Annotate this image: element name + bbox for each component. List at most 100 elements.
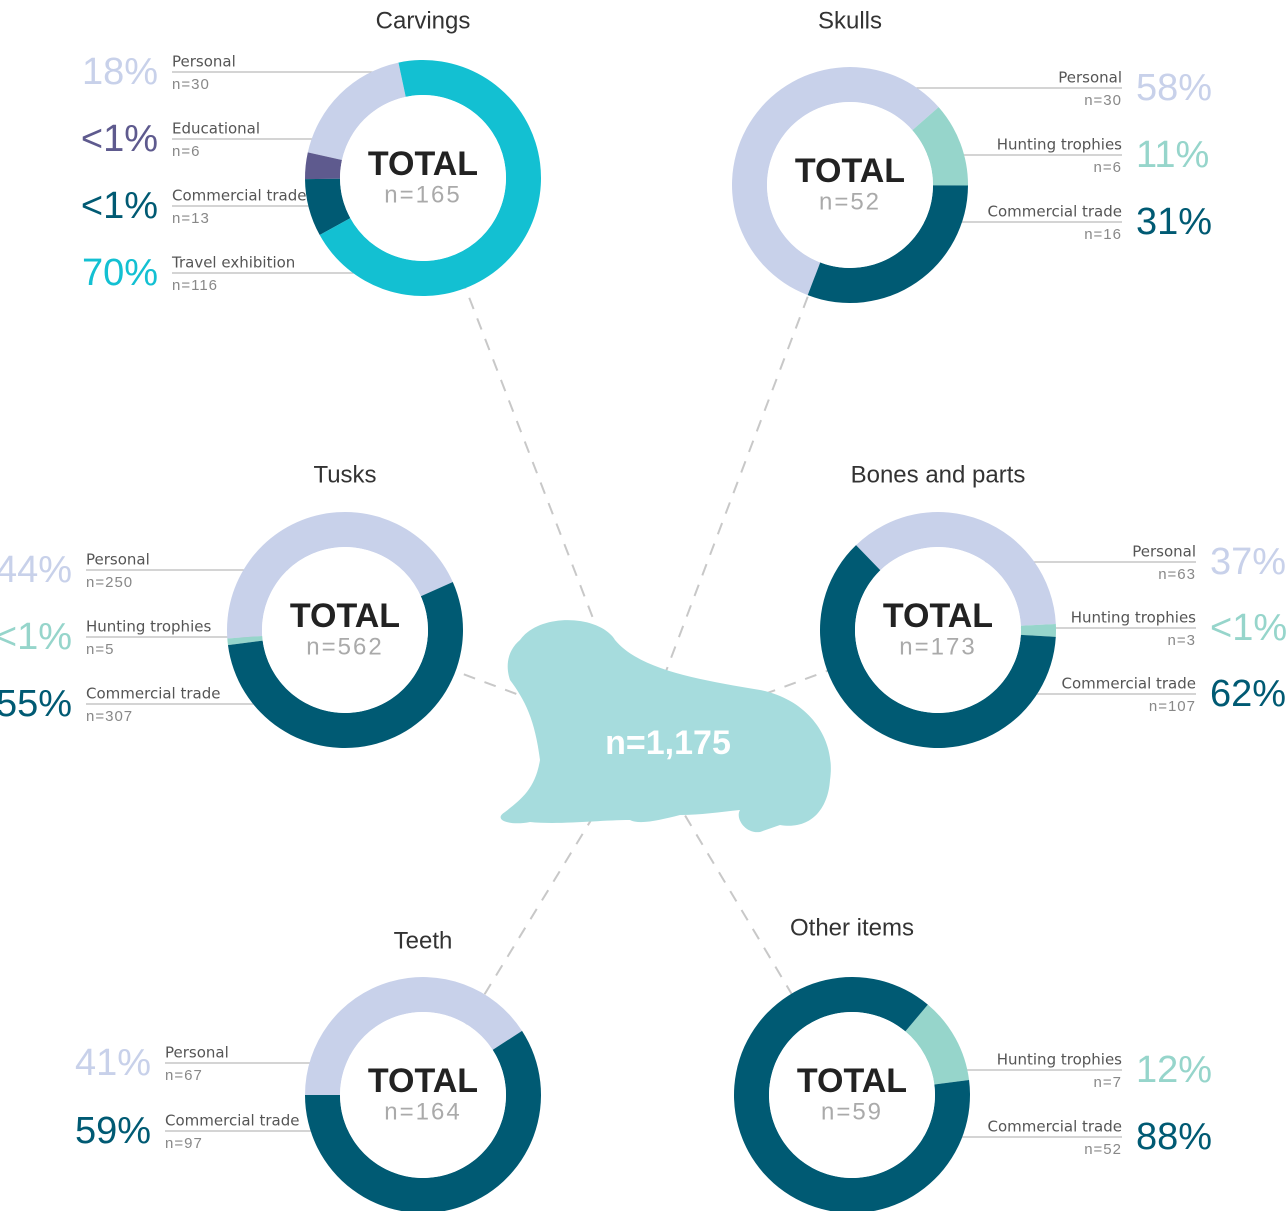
- share-label: 41%: [75, 1042, 151, 1084]
- donut-segment: [1020, 624, 1056, 637]
- count-label: n=13: [172, 210, 210, 227]
- count-label: n=307: [86, 708, 133, 725]
- donut-segment: [305, 152, 342, 180]
- count-label: n=30: [1084, 92, 1122, 109]
- category-label: Commercial trade: [988, 1118, 1122, 1136]
- share-label: <1%: [81, 118, 158, 160]
- category-label: Hunting trophies: [86, 618, 211, 636]
- category-label: Commercial trade: [1062, 675, 1196, 693]
- donut-segment: [305, 977, 523, 1095]
- donut-segment: [307, 62, 406, 160]
- share-label: 59%: [75, 1110, 151, 1152]
- donut-chart: Teeth Personal n=67 41% Commercial trade n=97…: [75, 927, 541, 1211]
- donut-segment: [227, 582, 463, 748]
- category-label: Personal: [86, 551, 150, 569]
- center-text: TOTAL: [883, 597, 993, 635]
- donut-segment: [732, 66, 939, 296]
- count-label: n=7: [1094, 1074, 1122, 1091]
- donut-chart: Skulls Personal n=30 58% Hunting trophies n=6…: [732, 7, 1212, 303]
- share-label: <1%: [81, 185, 158, 227]
- count-label: n=250: [86, 574, 133, 591]
- donut-segment: [305, 1030, 541, 1211]
- category-label: Commercial trade: [988, 203, 1122, 221]
- total-label: n=562: [306, 633, 383, 660]
- category-label: Commercial trade: [165, 1112, 299, 1130]
- donut-hole: [340, 1012, 506, 1178]
- donut-segment: [856, 511, 1056, 626]
- category-label: Travel exhibition: [171, 254, 295, 272]
- share-label: 12%: [1136, 1049, 1212, 1091]
- donut-chart: Carvings Personal n=30 18% Educational n=6 <1%…: [81, 7, 541, 297]
- share-label: 18%: [82, 51, 158, 93]
- category-label: Personal: [165, 1044, 229, 1062]
- category-label: Hunting trophies: [997, 1051, 1122, 1069]
- chart-title: Tusks: [313, 461, 376, 488]
- donut-segment: [227, 635, 263, 646]
- donut-chart: Bones and parts Personal n=63 37% Hunting tr…: [819, 461, 1287, 749]
- total-label: n=59: [821, 1098, 883, 1125]
- share-label: <1%: [1210, 607, 1287, 649]
- count-label: n=5: [86, 641, 114, 658]
- walrus-silhouette: [500, 620, 831, 833]
- donut-segment: [305, 178, 351, 236]
- share-label: 58%: [1136, 67, 1212, 109]
- share-label: 37%: [1210, 541, 1286, 583]
- center-text: TOTAL: [368, 1062, 478, 1100]
- donut-chart: Tusks Personal n=250 44% Hunting trophies n=5…: [0, 461, 463, 748]
- donut-segment: [319, 60, 541, 297]
- center-text: TOTAL: [368, 145, 478, 183]
- donut-segment: [227, 511, 453, 639]
- center-text: TOTAL: [797, 1062, 907, 1100]
- category-label: Hunting trophies: [1071, 609, 1196, 627]
- category-label: Personal: [1058, 69, 1122, 87]
- chart-title: Bones and parts: [851, 461, 1026, 488]
- share-label: 55%: [0, 683, 72, 725]
- share-label: <1%: [0, 616, 72, 658]
- donut-hole: [262, 547, 428, 713]
- chart-title: Other items: [790, 914, 914, 941]
- count-label: n=52: [1084, 1141, 1122, 1158]
- share-label: 70%: [82, 252, 158, 294]
- donut-hole: [855, 547, 1021, 713]
- category-label: Commercial trade: [86, 685, 220, 703]
- count-label: n=97: [165, 1135, 203, 1152]
- center-total: n=1,175: [605, 724, 731, 762]
- donut-segment: [734, 977, 970, 1211]
- donut-segment: [905, 1004, 970, 1085]
- category-label: Commercial trade: [172, 187, 306, 205]
- share-label: 88%: [1136, 1116, 1212, 1158]
- donut-hole: [767, 102, 933, 268]
- donut-hole: [769, 1012, 935, 1178]
- center-text: TOTAL: [290, 597, 400, 635]
- chart-title: Skulls: [818, 7, 882, 34]
- count-label: n=6: [172, 143, 200, 160]
- total-label: n=173: [899, 633, 976, 660]
- donut-chart: Other items Hunting trophies n=7 12% Commerc…: [734, 914, 1212, 1211]
- total-label: n=165: [384, 181, 461, 208]
- share-label: 11%: [1136, 134, 1209, 176]
- donut-segment: [912, 107, 968, 186]
- count-label: n=3: [1168, 632, 1196, 649]
- count-label: n=6: [1094, 159, 1122, 176]
- count-label: n=67: [165, 1067, 203, 1084]
- share-label: 44%: [0, 549, 72, 591]
- donut-hole: [340, 95, 506, 261]
- count-label: n=116: [172, 277, 218, 294]
- count-label: n=107: [1149, 698, 1196, 715]
- chart-title: Teeth: [394, 927, 453, 954]
- walrus: n=1,175: [500, 620, 831, 833]
- share-label: 62%: [1210, 673, 1286, 715]
- category-label: Hunting trophies: [997, 136, 1122, 154]
- category-label: Personal: [172, 53, 236, 71]
- total-label: n=52: [819, 188, 881, 215]
- donut-segment: [807, 185, 968, 303]
- total-label: n=164: [384, 1098, 461, 1125]
- count-label: n=63: [1158, 566, 1196, 583]
- chart-title: Carvings: [376, 7, 471, 34]
- category-label: Personal: [1132, 543, 1196, 561]
- share-label: 31%: [1136, 201, 1212, 243]
- donut-segment: [819, 545, 1056, 749]
- category-label: Educational: [172, 120, 260, 138]
- count-label: n=30: [172, 76, 210, 93]
